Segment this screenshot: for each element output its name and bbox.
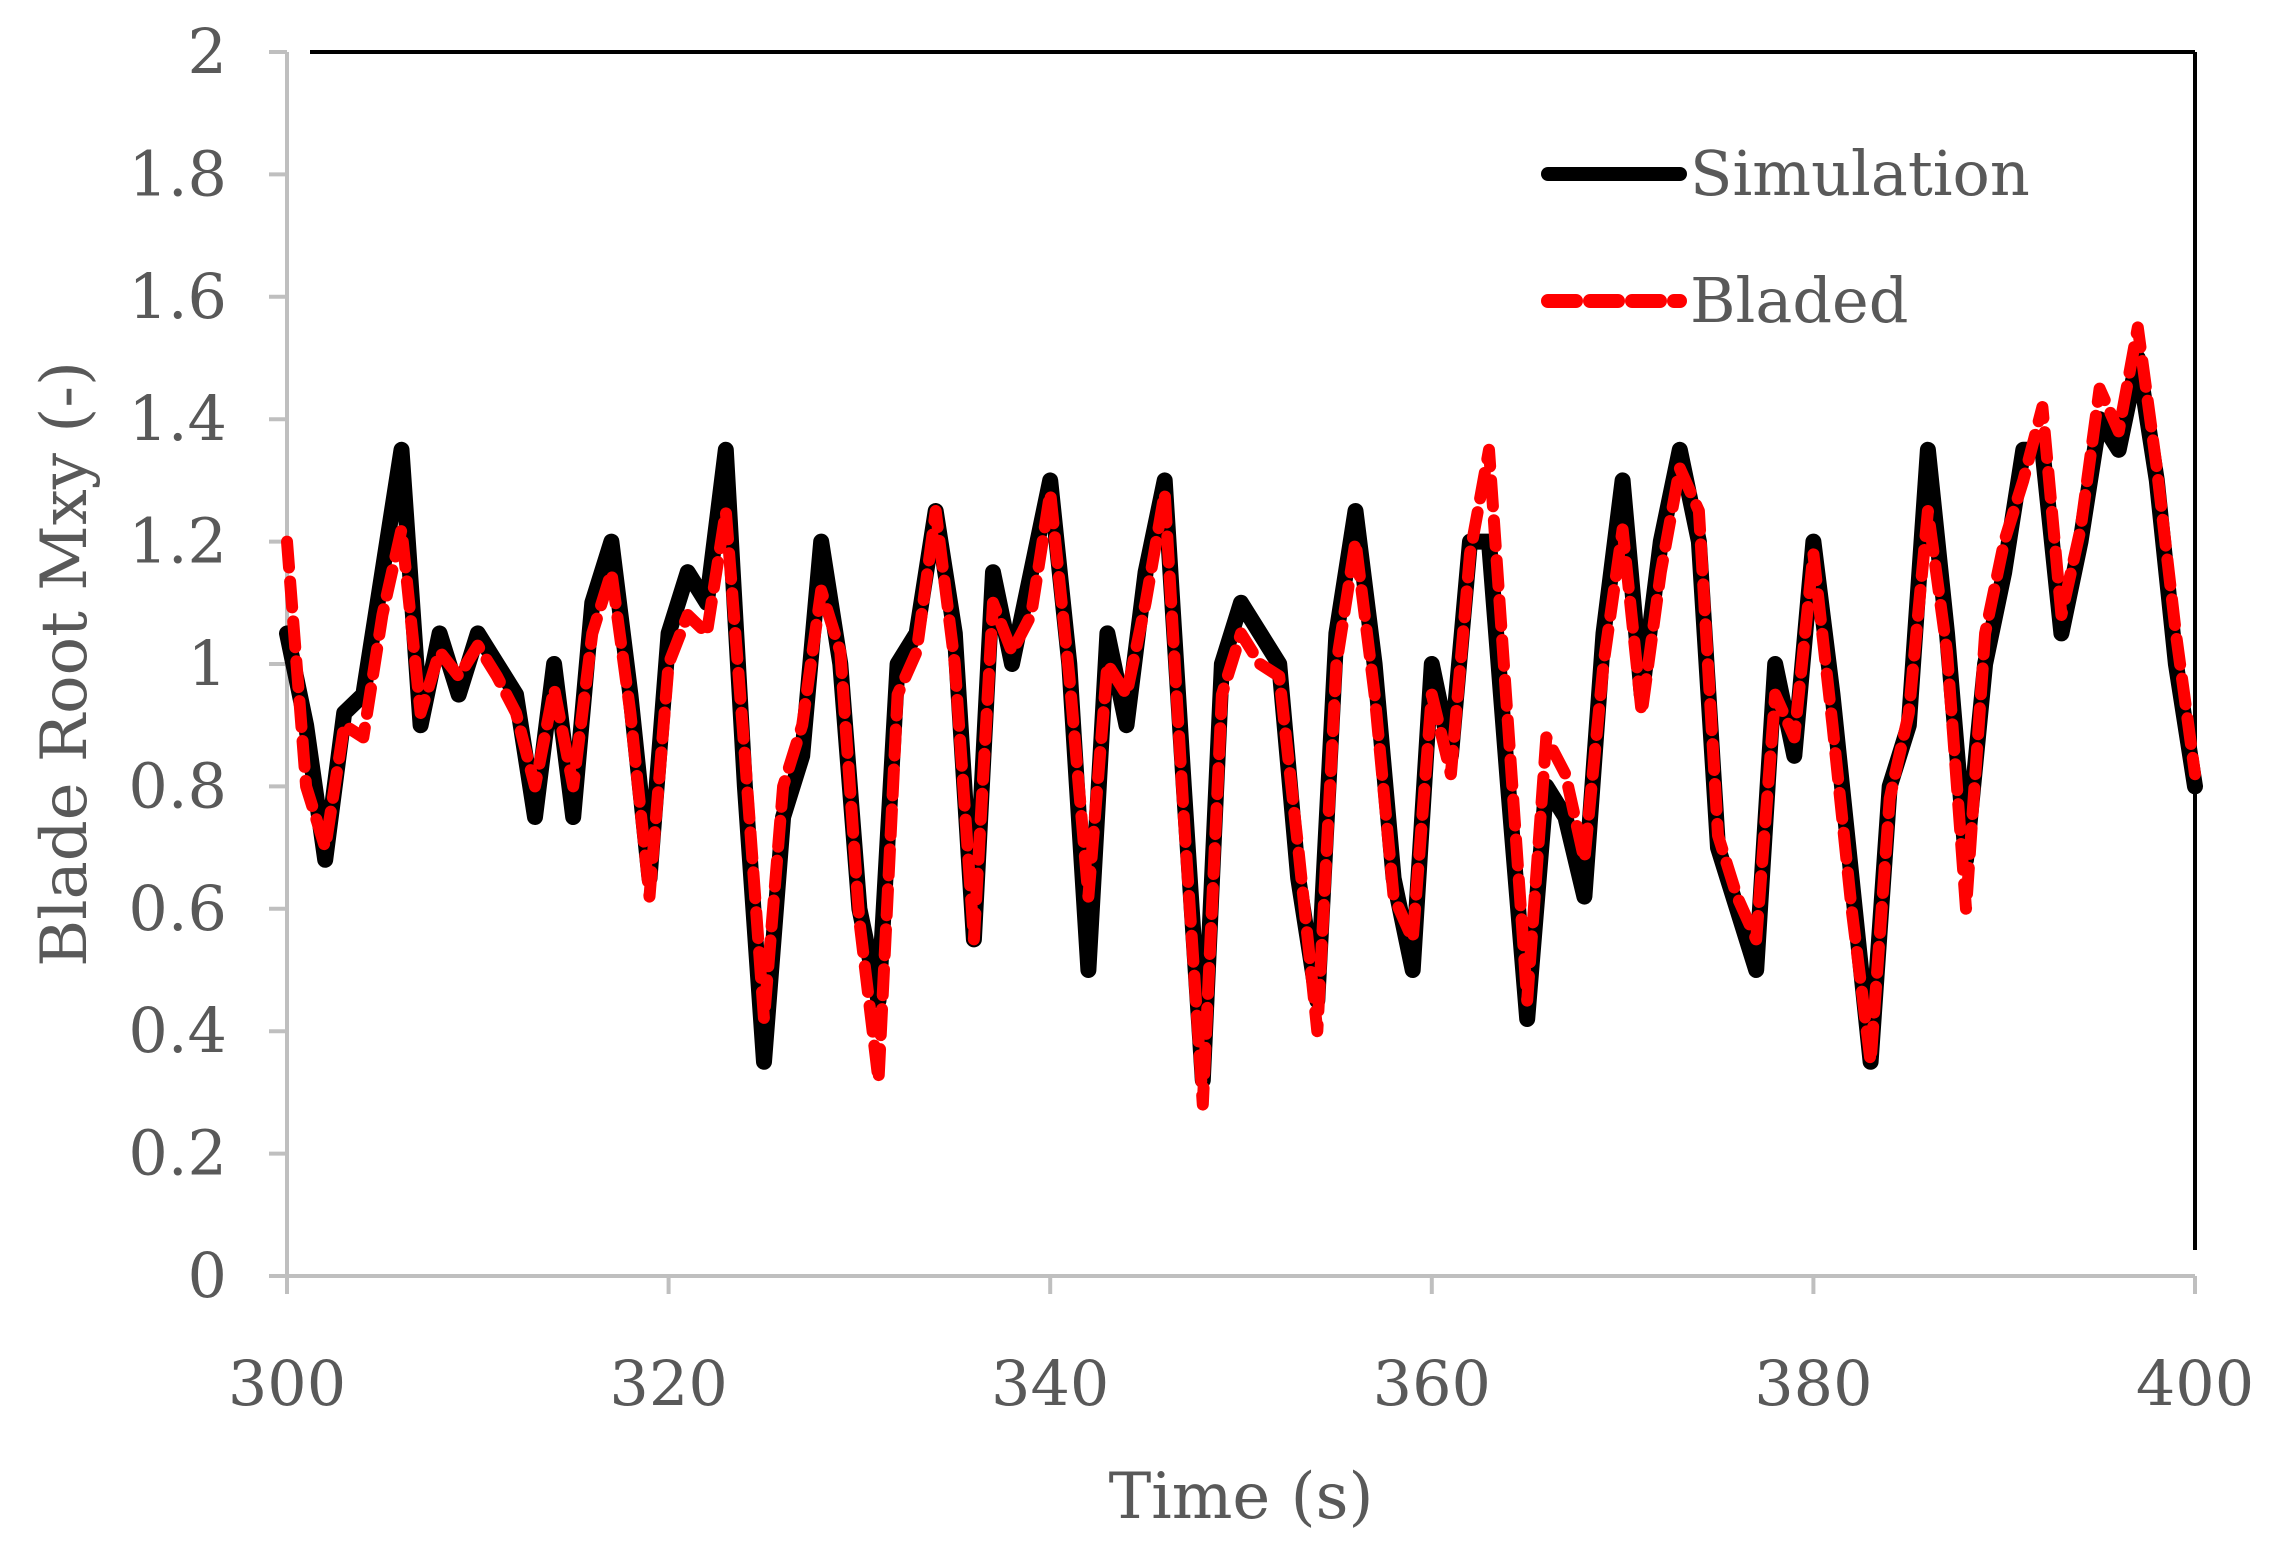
y-tick-label: 1.4: [128, 382, 227, 455]
y-tick-label: 0: [188, 1239, 227, 1312]
x-tick-label: 380: [1754, 1347, 1872, 1420]
x-tick-label: 300: [228, 1347, 346, 1420]
legend-bladed-label: Bladed: [1690, 264, 1908, 337]
x-tick-label: 320: [609, 1347, 727, 1420]
y-tick-label: 0.2: [128, 1117, 227, 1190]
ticks: 0 0.2 0.4 0.6 0.8 1 1.2 1.4 1.6 1.8 2 300 320 340 360 3…: [128, 15, 2254, 1420]
y-tick-label: 1.2: [128, 505, 227, 578]
legend-simulation-label: Simulation: [1690, 137, 2030, 210]
y-tick-label: 0.6: [128, 872, 227, 945]
x-tick-label: 360: [1373, 1347, 1491, 1420]
y-tick-label: 1: [188, 627, 227, 700]
x-tick-label: 400: [2136, 1347, 2254, 1420]
series: [279, 321, 2203, 1111]
y-tick-label: 0.8: [128, 749, 227, 822]
x-axis-title: Time (s): [1109, 1460, 1374, 1534]
x-tick-label: 340: [991, 1347, 1109, 1420]
y-axis-title: Blade Root Mxy (-): [28, 361, 102, 967]
legend: Simulation Bladed: [1541, 137, 2030, 337]
y-tick-label: 1.8: [128, 137, 227, 210]
y-tick-label: 1.6: [128, 260, 227, 333]
series-line-bladed: [281, 321, 2201, 1111]
y-tick-label: 2: [188, 15, 227, 88]
y-tick-label: 0.4: [128, 994, 227, 1067]
